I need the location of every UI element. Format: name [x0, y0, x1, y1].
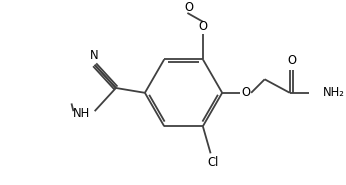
- Text: N: N: [89, 49, 98, 62]
- Text: O: O: [198, 20, 207, 33]
- Text: NH₂: NH₂: [322, 86, 345, 99]
- Text: NH: NH: [73, 107, 90, 120]
- Text: Cl: Cl: [208, 157, 219, 169]
- Text: O: O: [287, 54, 296, 68]
- Text: O: O: [242, 86, 251, 99]
- Text: O: O: [185, 1, 194, 14]
